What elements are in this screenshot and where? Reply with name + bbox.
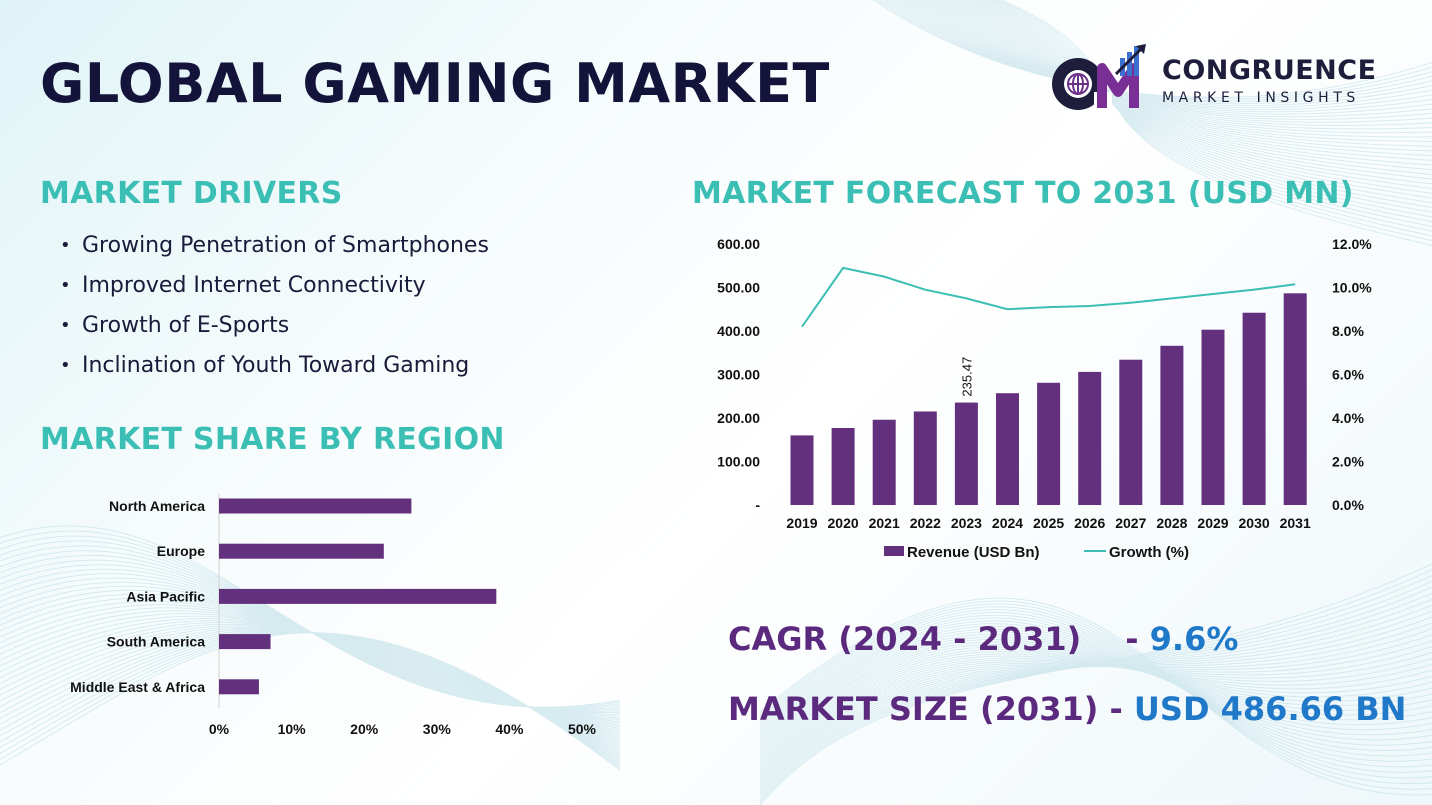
forecast-heading: MARKET FORECAST TO 2031 (USD MN) xyxy=(692,176,1354,211)
cagr-stat: CAGR (2024 - 2031) - 9.6% xyxy=(728,620,1238,658)
bullet-icon: • xyxy=(60,235,71,256)
forecast-x-tick-label: 2020 xyxy=(828,515,859,531)
market-size-value: USD 486.66 BN xyxy=(1133,690,1407,728)
region-bar xyxy=(219,679,259,695)
forecast-x-tick-label: 2023 xyxy=(951,515,982,531)
forecast-right-tick-label: 6.0% xyxy=(1332,367,1364,383)
forecast-revenue-bar xyxy=(1078,371,1102,505)
region-x-tick-label: 50% xyxy=(568,721,597,737)
forecast-left-tick-label: 500.00 xyxy=(717,280,760,296)
forecast-x-tick-label: 2029 xyxy=(1197,515,1228,531)
forecast-revenue-bar xyxy=(831,428,855,505)
forecast-left-tick-label: 400.00 xyxy=(717,323,760,339)
forecast-right-tick-label: 2.0% xyxy=(1332,454,1364,470)
cagr-label: CAGR (2024 - 2031) xyxy=(728,620,1082,658)
forecast-x-tick-label: 2021 xyxy=(869,515,900,531)
forecast-revenue-bar xyxy=(872,419,896,505)
bullet-icon: • xyxy=(60,355,71,376)
region-bar xyxy=(219,634,271,650)
forecast-right-tick-label: 12.0% xyxy=(1332,236,1372,252)
bullet-icon: • xyxy=(60,315,71,336)
region-x-tick-label: 40% xyxy=(495,721,524,737)
forecast-x-tick-label: 2027 xyxy=(1115,515,1146,531)
forecast-revenue-bar xyxy=(790,435,814,505)
legend-growth-label: Growth (%) xyxy=(1109,544,1189,561)
logo-text-market-insights: MARKET INSIGHTS xyxy=(1162,89,1360,106)
cagr-value: 9.6% xyxy=(1149,620,1239,658)
forecast-right-tick-label: 4.0% xyxy=(1332,410,1364,426)
forecast-revenue-bar xyxy=(1283,293,1307,505)
market-size-label: MARKET SIZE (2031) xyxy=(728,690,1099,728)
forecast-left-tick-label: 300.00 xyxy=(717,367,760,383)
region-bar xyxy=(219,498,412,514)
forecast-revenue-bar xyxy=(1160,345,1184,505)
region-bar xyxy=(219,588,497,604)
driver-item: • Improved Internet Connectivity xyxy=(60,270,489,310)
forecast-revenue-bar xyxy=(1119,359,1143,505)
cm-logo-icon xyxy=(1052,44,1146,110)
market-size-separator: - xyxy=(1098,690,1134,728)
forecast-growth-line xyxy=(801,266,1296,328)
forecast-revenue-bar xyxy=(996,393,1019,505)
forecast-revenue-bar xyxy=(1201,329,1225,505)
region-x-tick-label: 20% xyxy=(350,721,379,737)
driver-item: • Growth of E-Sports xyxy=(60,310,489,350)
region-category-label: Asia Pacific xyxy=(126,588,205,604)
forecast-revenue-bar xyxy=(913,411,937,505)
forecast-right-tick-label: 0.0% xyxy=(1332,497,1364,513)
region-x-tick-label: 30% xyxy=(423,721,452,737)
market-size-stat: MARKET SIZE (2031) - USD 486.66 BN xyxy=(728,690,1406,728)
company-logo: CONGRUENCE MARKET INSIGHTS xyxy=(1046,42,1377,118)
logo-text-congruence: CONGRUENCE xyxy=(1162,54,1377,86)
forecast-left-tick-label: 600.00 xyxy=(717,236,760,252)
region-x-tick-label: 0% xyxy=(209,721,230,737)
forecast-left-tick-label: 100.00 xyxy=(717,454,760,470)
forecast-revenue-bar xyxy=(1242,312,1266,505)
market-drivers-list: • Growing Penetration of Smartphones • Imp… xyxy=(60,230,489,390)
forecast-left-tick-label: - xyxy=(755,497,760,513)
forecast-x-tick-label: 2026 xyxy=(1074,515,1105,531)
forecast-right-tick-label: 8.0% xyxy=(1332,323,1364,339)
driver-item: • Inclination of Youth Toward Gaming xyxy=(60,350,489,390)
legend-revenue-swatch xyxy=(884,546,904,556)
market-drivers-heading: MARKET DRIVERS xyxy=(40,176,343,211)
forecast-revenue-bar xyxy=(1037,382,1061,505)
legend-revenue-label: Revenue (USD Bn) xyxy=(907,544,1040,561)
forecast-right-tick-label: 10.0% xyxy=(1332,280,1372,296)
cagr-separator: - xyxy=(1125,620,1150,658)
region-category-label: North America xyxy=(109,498,205,514)
region-category-label: Europe xyxy=(157,543,205,559)
forecast-left-tick-label: 200.00 xyxy=(717,410,760,426)
forecast-x-tick-label: 2030 xyxy=(1239,515,1270,531)
region-share-heading: MARKET SHARE BY REGION xyxy=(40,422,505,457)
forecast-x-tick-label: 2019 xyxy=(786,515,817,531)
bullet-icon: • xyxy=(60,275,71,296)
forecast-data-label: 235.47 xyxy=(959,357,974,397)
region-category-label: Middle East & Africa xyxy=(70,679,205,695)
forecast-x-tick-label: 2025 xyxy=(1033,515,1064,531)
driver-item: • Growing Penetration of Smartphones xyxy=(60,230,489,270)
forecast-x-tick-label: 2022 xyxy=(910,515,941,531)
region-x-tick-label: 10% xyxy=(278,721,307,737)
region-bar xyxy=(219,543,384,559)
forecast-x-tick-label: 2031 xyxy=(1280,515,1311,531)
forecast-x-tick-label: 2028 xyxy=(1156,515,1187,531)
page-title: GLOBAL GAMING MARKET xyxy=(40,52,830,115)
forecast-x-tick-label: 2024 xyxy=(992,515,1023,531)
forecast-revenue-bar xyxy=(954,402,978,505)
region-category-label: South America xyxy=(107,634,205,650)
